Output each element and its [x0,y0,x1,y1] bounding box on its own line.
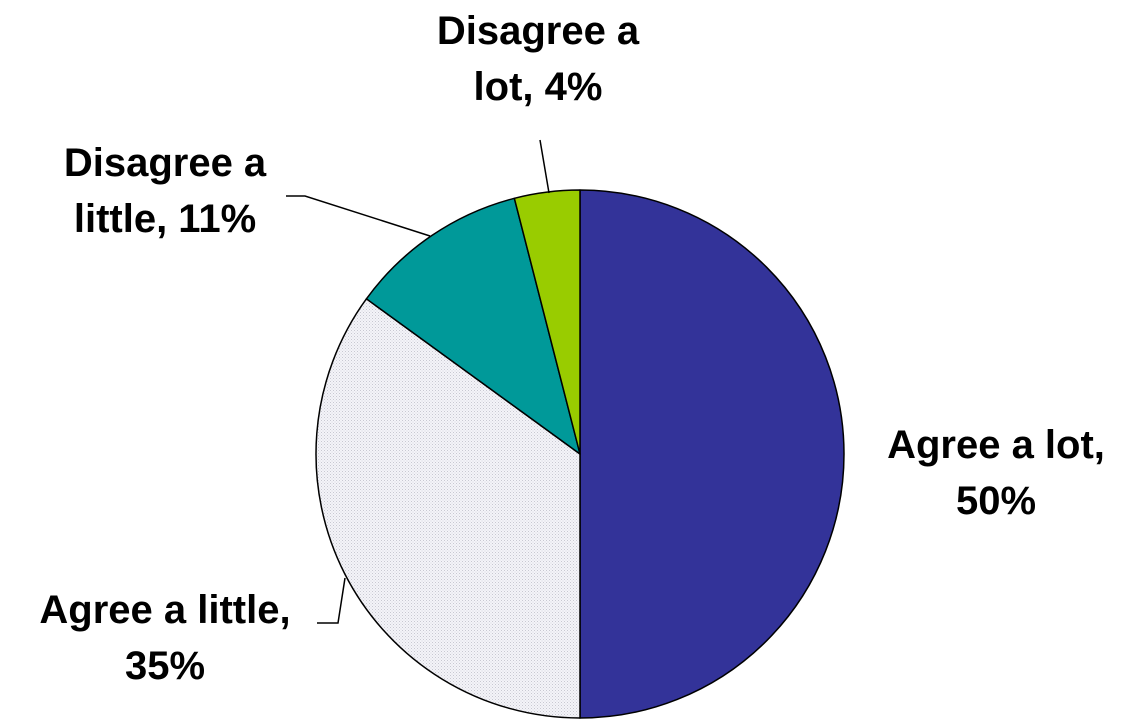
pie-slice-disagree-a-little [365,197,581,455]
pie-slice-agree-a-little [315,298,581,719]
slice-label-line: Disagree a [437,9,640,53]
pie-slice-agree-a-lot [579,189,845,719]
slice-label-agree-a-lot: Agree a lot, 50% [887,423,1105,523]
slice-label-line: Agree a lot, [887,423,1105,467]
slice-label-line: Disagree a [64,141,267,185]
pie-slice-disagree-a-lot [513,189,581,455]
leader-line-agree-a-little [317,577,346,624]
slice-label-disagree-a-little: Disagree a little, 11% [64,141,267,241]
slice-label-line: Agree a little, [39,588,290,632]
leader-line-disagree-a-little [286,195,431,237]
slice-label-line: little, 11% [74,197,256,241]
slice-label-line: lot, 4% [474,65,603,109]
slice-label-agree-a-little: Agree a little, 35% [39,588,290,688]
slice-label-disagree-a-lot: Disagree a lot, 4% [437,9,640,109]
leader-line-disagree-a-lot [539,139,550,194]
slice-label-line: 35% [125,644,205,688]
slice-label-line: 50% [956,479,1036,523]
pie-slices [315,189,845,719]
leader-lines [286,139,550,624]
slice-labels: Agree a lot, 50% Agree a little, 35% Disagre… [39,9,1105,688]
